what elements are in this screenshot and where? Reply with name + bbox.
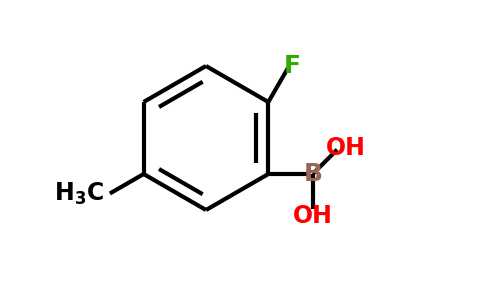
Text: F: F — [284, 54, 301, 78]
Text: OH: OH — [293, 204, 333, 228]
Text: OH: OH — [326, 136, 366, 160]
Text: B: B — [303, 162, 322, 186]
Text: $\mathregular{H_3C}$: $\mathregular{H_3C}$ — [55, 180, 105, 207]
